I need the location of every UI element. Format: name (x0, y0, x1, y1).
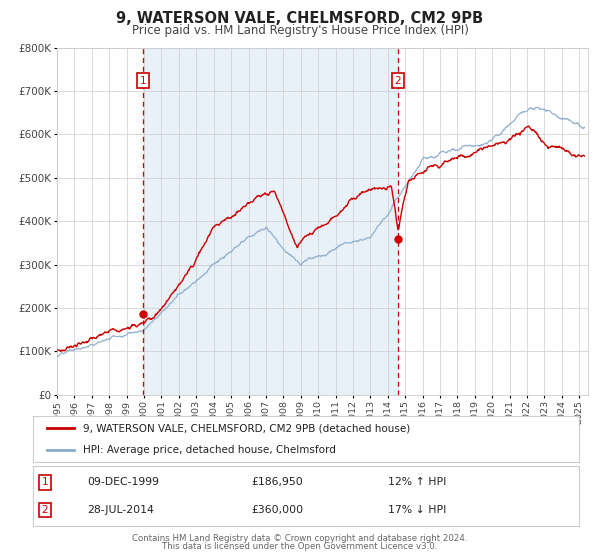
Text: 9, WATERSON VALE, CHELMSFORD, CM2 9PB (detached house): 9, WATERSON VALE, CHELMSFORD, CM2 9PB (d… (83, 423, 410, 433)
Text: 9, WATERSON VALE, CHELMSFORD, CM2 9PB: 9, WATERSON VALE, CHELMSFORD, CM2 9PB (116, 11, 484, 26)
Bar (143, 48, 398, 395)
Text: HPI: Average price, detached house, Chelmsford: HPI: Average price, detached house, Chel… (83, 445, 336, 455)
Text: 2: 2 (41, 505, 49, 515)
Text: Contains HM Land Registry data © Crown copyright and database right 2024.: Contains HM Land Registry data © Crown c… (132, 534, 468, 543)
Text: £186,950: £186,950 (251, 477, 303, 487)
Text: 1: 1 (41, 477, 49, 487)
Text: 09-DEC-1999: 09-DEC-1999 (88, 477, 160, 487)
Text: 1: 1 (140, 76, 146, 86)
Text: £360,000: £360,000 (251, 505, 304, 515)
Text: 17% ↓ HPI: 17% ↓ HPI (388, 505, 446, 515)
Text: This data is licensed under the Open Government Licence v3.0.: This data is licensed under the Open Gov… (163, 542, 437, 551)
Text: 2: 2 (394, 76, 401, 86)
Text: 28-JUL-2014: 28-JUL-2014 (88, 505, 154, 515)
Text: 12% ↑ HPI: 12% ↑ HPI (388, 477, 446, 487)
Text: Price paid vs. HM Land Registry's House Price Index (HPI): Price paid vs. HM Land Registry's House … (131, 24, 469, 36)
